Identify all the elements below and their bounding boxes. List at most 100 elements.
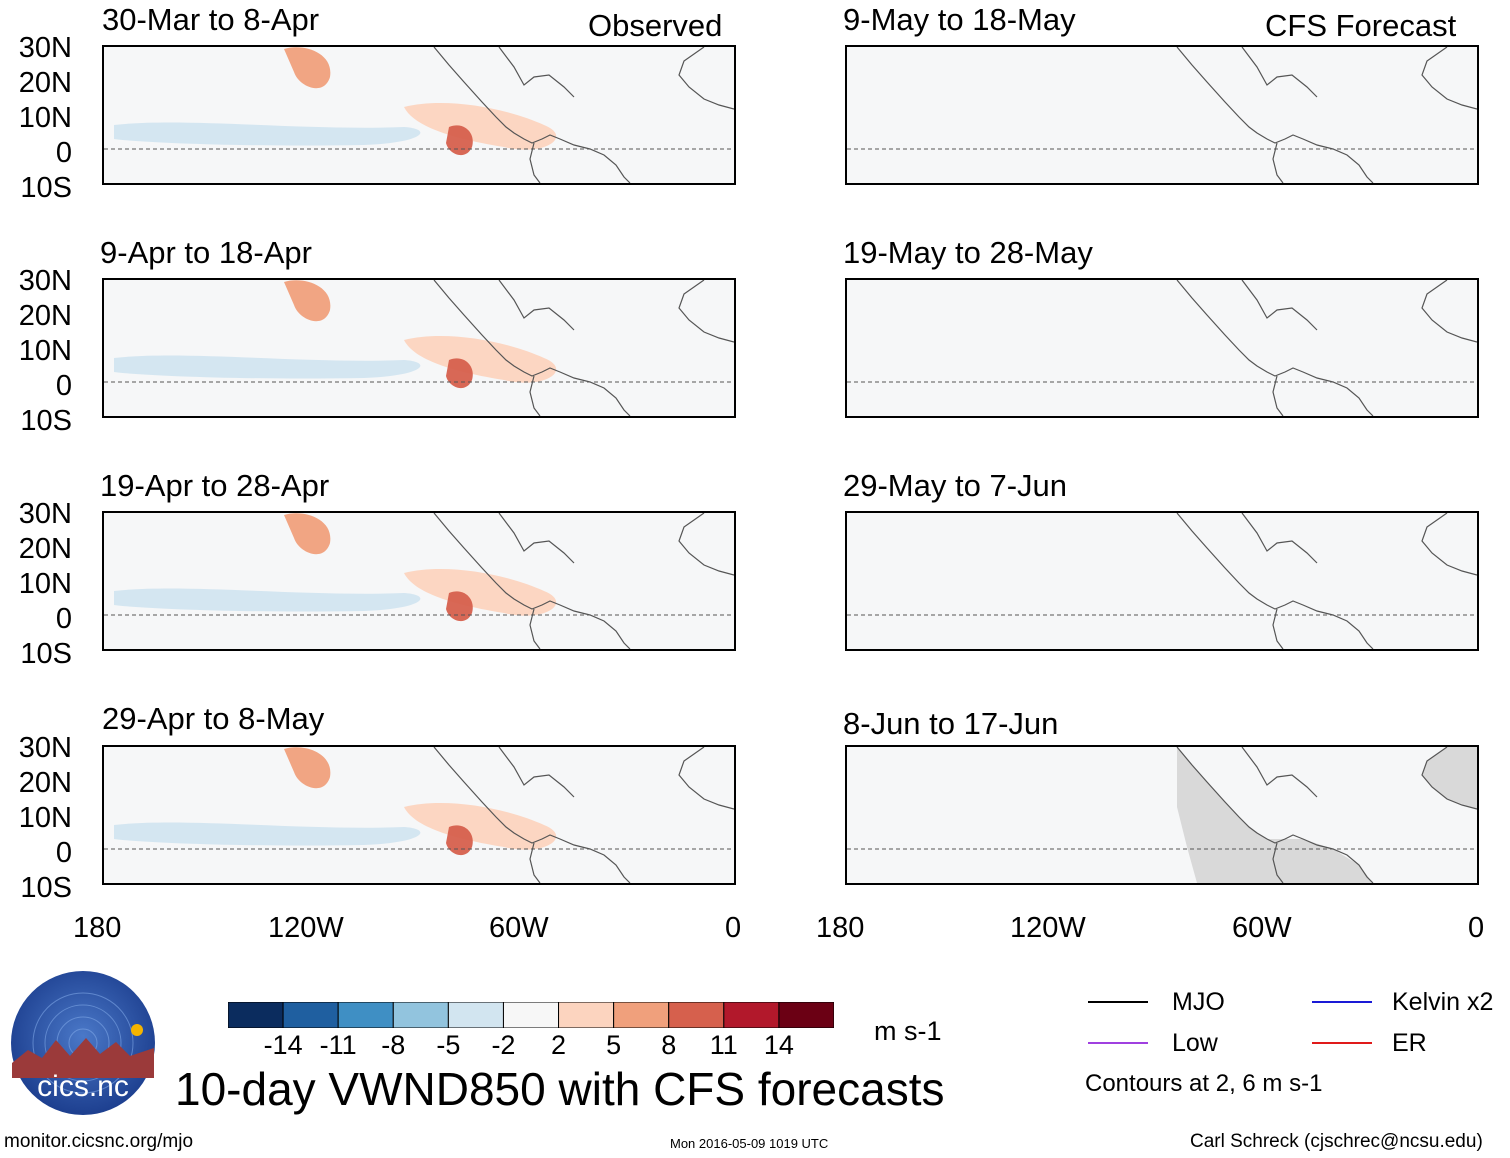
shading-blob-3 — [446, 591, 473, 622]
lat-label-1-20n: 20N — [18, 67, 72, 99]
colorbar-swatch-0 — [227, 1001, 284, 1029]
legend-line-kelvin — [1312, 1001, 1372, 1003]
coastline-3 — [1421, 280, 1477, 343]
panel-title-fc-1: 9-May to 18-May — [843, 2, 1076, 37]
coastline-0 — [433, 47, 631, 183]
coastline-2 — [1241, 513, 1318, 564]
colorbar-tick-0: -14 — [263, 1030, 303, 1060]
shading-blob-1 — [114, 122, 421, 146]
shading-blob-3 — [446, 358, 473, 389]
lon-label-120w-right: 120W — [1010, 912, 1086, 944]
coastline-2 — [1241, 747, 1318, 798]
lat-label-3-20n: 20N — [18, 533, 72, 565]
coastline-3 — [678, 280, 734, 343]
panel-title-fc-4: 8-Jun to 17-Jun — [843, 706, 1059, 741]
coastline-1 — [529, 842, 541, 883]
forecast-label: CFS Forecast — [1265, 8, 1457, 43]
panel-title-obs-3: 19-Apr to 28-Apr — [100, 468, 330, 503]
colorbar-tick-9: 14 — [763, 1030, 794, 1060]
lat-label-3-10n: 10N — [18, 568, 72, 600]
coastline-3 — [678, 513, 734, 576]
coastline-1 — [1272, 142, 1284, 183]
colorbar-tick-1: -11 — [319, 1030, 357, 1060]
lat-label-4-30n: 30N — [18, 732, 72, 764]
footer-timestamp: Mon 2016-05-09 1019 UTC — [670, 1136, 829, 1151]
lat-label-2-10s: 10S — [20, 405, 72, 437]
map-panel-fc-4 — [845, 745, 1479, 885]
legend-label-er: ER — [1392, 1029, 1427, 1057]
lat-label-4-20n: 20N — [18, 767, 72, 799]
colorbar-swatch-9 — [723, 1001, 780, 1029]
legend-line-er — [1312, 1042, 1372, 1044]
shading-blob-3 — [446, 125, 473, 156]
shading-blob-0 — [284, 747, 331, 789]
land-mask-americas — [1177, 747, 1373, 883]
lon-label-0-right: 0 — [1468, 912, 1485, 944]
colorbar-tick-4: -2 — [491, 1030, 516, 1060]
lon-label-180-left: 180 — [73, 912, 122, 944]
shading-blob-1 — [114, 822, 421, 846]
colorbar-swatch-7 — [613, 1001, 670, 1029]
lat-label-4-0: 0 — [55, 837, 72, 869]
coastline-2 — [498, 280, 575, 331]
lat-label-4-10n: 10N — [18, 802, 72, 834]
lon-label-120w-left: 120W — [268, 912, 344, 944]
map-panel-obs-2 — [102, 278, 736, 418]
lon-label-180-right: 180 — [816, 912, 865, 944]
legend-label-low: Low — [1172, 1029, 1218, 1057]
lat-label-4-10s: 10S — [20, 872, 72, 904]
colorbar-tick-5: 2 — [551, 1030, 567, 1060]
colorbar-tick-6: 5 — [606, 1030, 622, 1060]
coastline-1 — [529, 375, 541, 416]
panel-title-obs-4: 29-Apr to 8-May — [102, 701, 325, 736]
shading-blob-0 — [284, 513, 331, 555]
lat-label-1-10s: 10S — [20, 172, 72, 204]
colorbar-swatch-6 — [558, 1001, 615, 1029]
colorbar-swatch-4 — [447, 1001, 504, 1029]
coastline-3 — [678, 747, 734, 810]
footer-author: Carl Schreck (cjschrec@ncsu.edu) — [1190, 1131, 1483, 1152]
land-mask-africa — [1422, 747, 1477, 809]
cics-logo: cics.nc — [8, 968, 158, 1118]
coastline-0 — [1176, 280, 1374, 416]
colorbar-swatch-1 — [282, 1001, 339, 1029]
panel-title-fc-3: 29-May to 7-Jun — [843, 468, 1067, 503]
coastline-1 — [1272, 608, 1284, 649]
lat-label-2-20n: 20N — [18, 300, 72, 332]
colorbar-swatch-5 — [502, 1001, 560, 1029]
coastline-3 — [1421, 47, 1477, 110]
coastline-2 — [498, 47, 575, 98]
coastline-3 — [1421, 513, 1477, 576]
coastline-2 — [498, 513, 575, 564]
colorbar-units: m s-1 — [874, 1016, 942, 1046]
lon-label-60w-left: 60W — [489, 912, 549, 944]
shading-blob-2 — [404, 336, 557, 383]
coastline-2 — [1241, 280, 1318, 331]
colorbar — [227, 1001, 835, 1029]
legend-label-kelvin: Kelvin x2 — [1392, 988, 1494, 1016]
shading-blob-0 — [284, 280, 331, 322]
lat-label-2-0: 0 — [55, 370, 72, 402]
shading-blob-2 — [404, 803, 557, 850]
logo-text: cics.nc — [37, 1070, 129, 1103]
colorbar-swatch-2 — [337, 1001, 394, 1029]
panel-title-obs-2: 9-Apr to 18-Apr — [100, 235, 312, 270]
shading-blob-0 — [284, 47, 331, 89]
coastline-0 — [433, 513, 631, 649]
colorbar-tick-2: -8 — [381, 1030, 406, 1060]
coastline-3 — [678, 47, 734, 110]
figure-title: 10-day VWND850 with CFS forecasts — [175, 1063, 945, 1115]
coastline-0 — [1176, 47, 1374, 183]
coastline-1 — [529, 142, 541, 183]
map-panel-fc-1 — [845, 45, 1479, 185]
colorbar-tick-7: 8 — [661, 1030, 677, 1060]
map-panel-obs-1 — [102, 45, 736, 185]
lat-label-3-10s: 10S — [20, 638, 72, 670]
lat-label-1-10n: 10N — [18, 102, 72, 134]
colorbar-swatch-8 — [668, 1001, 725, 1029]
coastline-0 — [1176, 513, 1374, 649]
lon-label-0-left: 0 — [725, 912, 742, 944]
footer-url[interactable]: monitor.cicsnc.org/mjo — [4, 1131, 194, 1152]
colorbar-tick-8: 11 — [709, 1030, 738, 1060]
map-panel-fc-3 — [845, 511, 1479, 651]
